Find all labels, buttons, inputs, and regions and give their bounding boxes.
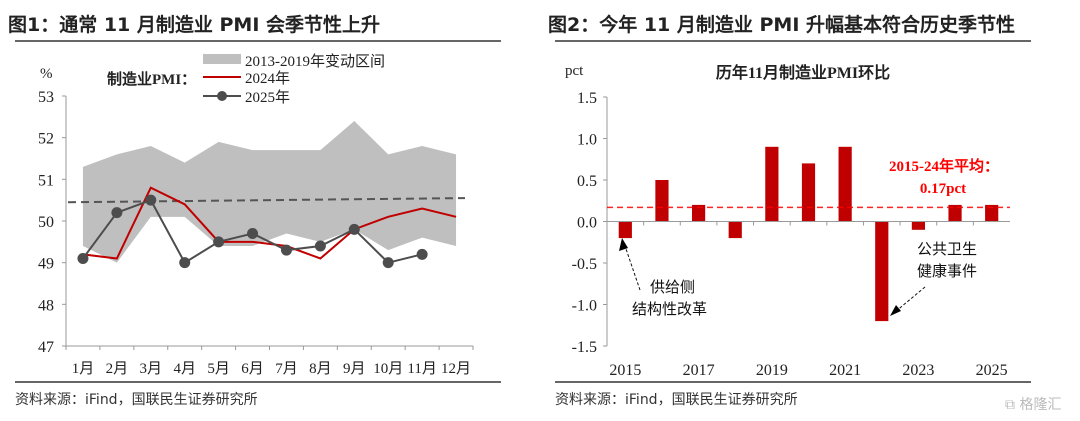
x-tick-label: 2015 <box>609 362 641 379</box>
right-source: 资料来源：iFind，国联民生证券研究所 <box>555 392 798 408</box>
x-tick-label: 3月 <box>140 361 163 377</box>
y-tick-label: 48 <box>38 297 54 314</box>
average-value: 0.17pct <box>920 181 966 197</box>
left-source: 资料来源：iFind，国联民生证券研究所 <box>15 392 258 408</box>
bar-2017 <box>691 204 706 222</box>
series-2025-point <box>77 253 89 264</box>
annotation-arrow-2022 <box>894 286 926 313</box>
y-tick-label: 50 <box>38 214 54 231</box>
series-2025-point <box>247 228 259 239</box>
x-tick-label: 5月 <box>207 361 230 377</box>
series-2024-line <box>82 186 457 260</box>
legend-2025-label: 2025年 <box>245 89 290 106</box>
bar-2019 <box>765 146 779 222</box>
y-tick-label: -0.5 <box>572 256 597 273</box>
y-tick-label: 0.5 <box>577 173 597 190</box>
legend-band-label: 2013-2019年变动区间 <box>245 53 385 70</box>
series-2025-point <box>213 236 225 248</box>
right-chart-title: 图2：今年 11 月制造业 PMI 升幅基本符合历史季节性 <box>548 14 1016 36</box>
annotation-supply-side-line2: 结构性改革 <box>632 301 707 318</box>
series-2025-point <box>111 207 123 219</box>
y-tick-label: 53 <box>38 89 54 106</box>
x-tick-label: 7月 <box>275 361 298 377</box>
x-tick-label: 2023 <box>902 362 934 379</box>
x-tick-label: 1月 <box>72 361 95 377</box>
bar-2022 <box>875 221 889 322</box>
x-tick-label: 9月 <box>343 361 366 377</box>
bar-2021 <box>838 146 852 222</box>
annotation-arrow-2015 <box>623 242 641 291</box>
y-tick-label: 1.0 <box>577 132 597 149</box>
y-tick-label: 52 <box>38 131 54 148</box>
annotation-supply-side-line1: 供给侧 <box>650 279 695 296</box>
arrowhead-2015 <box>619 238 628 251</box>
series-2025-point <box>280 244 292 256</box>
series-2025-point <box>179 257 191 269</box>
bar-2016 <box>655 180 669 222</box>
watermark-logo: ⧉ 格隆汇 <box>1005 397 1062 413</box>
series-2025-point <box>382 257 394 269</box>
x-tick-label: 2019 <box>756 362 788 379</box>
y-tick-label: 0.0 <box>577 215 597 232</box>
y-tick-label: 47 <box>38 339 54 356</box>
series-2025-point <box>416 248 428 260</box>
legend-2025-marker <box>217 91 227 101</box>
y-axis-unit: % <box>40 66 53 82</box>
trend-line <box>67 197 466 204</box>
bar-2023 <box>911 221 926 230</box>
y-tick-label: -1.0 <box>572 298 597 315</box>
bar-2024 <box>948 204 962 222</box>
legend-band-swatch <box>203 54 241 64</box>
bar-2025 <box>985 204 999 222</box>
y-tick-label: 51 <box>38 172 54 189</box>
x-tick-label: 8月 <box>309 361 332 377</box>
x-tick-label: 6月 <box>241 361 264 377</box>
y-tick-label: 1.5 <box>577 90 597 107</box>
legend-prefix: 制造业PMI： <box>107 70 196 88</box>
y-axis-unit: pct <box>565 63 584 79</box>
legend-2024-label: 2024年 <box>245 70 290 87</box>
bar-2018 <box>728 221 742 239</box>
bar-2020 <box>801 163 816 222</box>
annotation-health-line2: 健康事件 <box>917 263 977 280</box>
annotation-health-line1: 公共卫生 <box>917 241 977 258</box>
x-tick-label: 2017 <box>683 362 715 379</box>
x-tick-label: 2025 <box>976 362 1008 379</box>
y-tick-label: 49 <box>38 256 54 273</box>
y-tick-label: -1.5 <box>572 339 597 356</box>
left-chart-title: 图1：通常 11 月制造业 PMI 会季节性上升 <box>8 14 381 36</box>
left-bottom-rule <box>15 381 501 383</box>
x-tick-label: 10月 <box>373 361 403 377</box>
left-top-rule <box>15 40 501 42</box>
average-label: 2015-24年平均： <box>889 157 999 175</box>
arrowhead-2022 <box>890 305 901 316</box>
bar-2015 <box>618 221 632 239</box>
x-tick-label: 2月 <box>106 361 129 377</box>
right-top-rule <box>555 40 1031 42</box>
chart-title: 历年11月制造业PMI环比 <box>716 63 890 82</box>
x-tick-label: 11月 <box>407 361 436 377</box>
series-2025-point <box>314 240 326 252</box>
x-tick-label: 4月 <box>173 361 196 377</box>
x-tick-label: 12月 <box>441 361 471 377</box>
x-tick-label: 2021 <box>829 362 861 379</box>
series-2025-point <box>145 194 157 206</box>
series-2025-point <box>348 223 360 235</box>
right-bottom-rule <box>555 381 1031 383</box>
